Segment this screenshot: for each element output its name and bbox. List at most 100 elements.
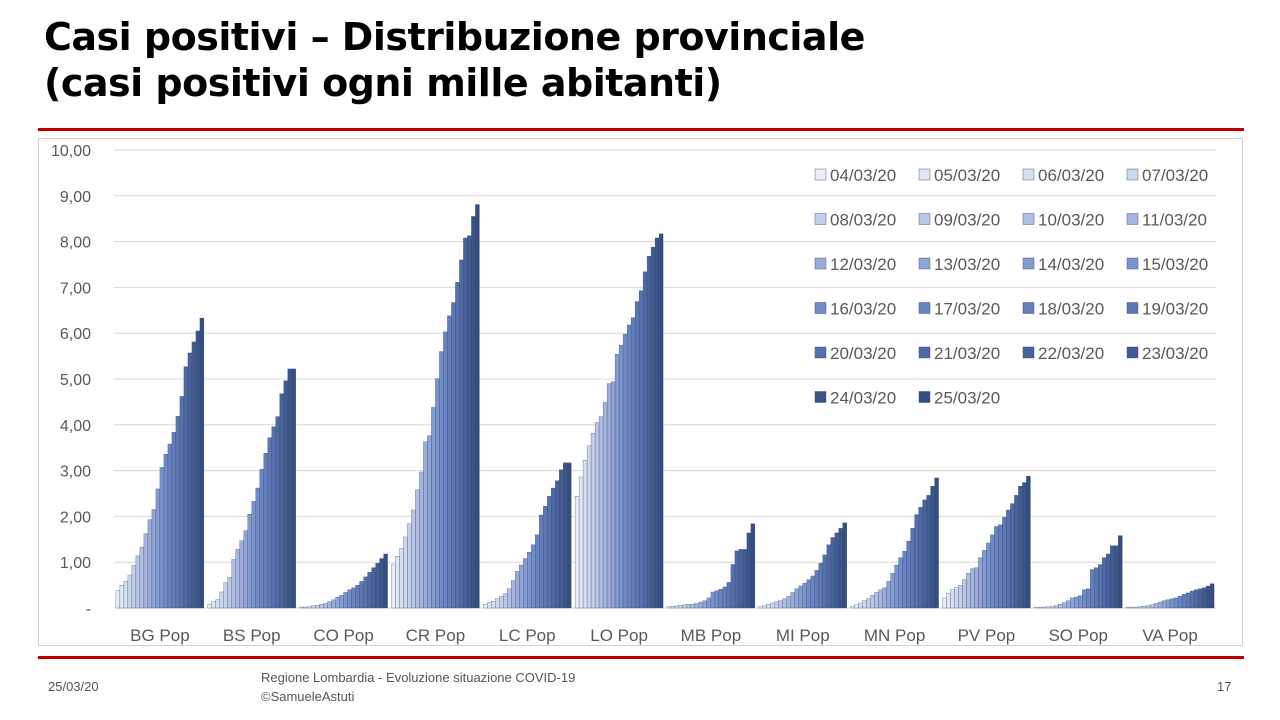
bar (1197, 588, 1203, 609)
bar (215, 599, 220, 609)
x-tick-label: PV Pop (958, 626, 1016, 645)
bar (590, 432, 596, 609)
bar (127, 574, 133, 609)
bar (1042, 606, 1047, 609)
bar (411, 509, 416, 609)
bar (175, 415, 181, 609)
bar (527, 551, 532, 609)
bar (275, 416, 280, 609)
bar (119, 584, 125, 609)
bar (822, 554, 827, 609)
bar (1038, 606, 1043, 609)
legend-swatch (1126, 346, 1139, 359)
bar (419, 471, 424, 609)
bar (718, 589, 724, 609)
legend-swatch (1126, 302, 1139, 314)
gridlines (114, 149, 1216, 609)
bar (658, 233, 664, 609)
bar (894, 564, 899, 609)
bar (830, 537, 835, 609)
legend-swatch (814, 213, 827, 225)
legend-label: 07/03/20 (1142, 166, 1208, 185)
legend-label: 09/03/20 (934, 211, 1000, 230)
bar (794, 588, 799, 609)
legend-label: 14/03/20 (1038, 255, 1104, 274)
y-tick-label: 9,00 (60, 189, 91, 206)
bar (910, 528, 915, 609)
bar (259, 469, 264, 609)
bar (167, 443, 173, 609)
y-tick-label: 5,00 (60, 372, 91, 389)
bar (471, 216, 476, 609)
bar (606, 383, 612, 609)
legend-swatch (1126, 213, 1139, 225)
bar (818, 562, 823, 609)
legend-label: 25/03/20 (934, 389, 1000, 408)
bar (567, 462, 572, 609)
bar (634, 301, 640, 609)
bar (954, 587, 959, 609)
legend-label: 20/03/20 (830, 344, 896, 363)
bar (702, 600, 708, 609)
bar (371, 567, 376, 609)
bar (1094, 567, 1099, 609)
x-tick-label: MB Pop (681, 626, 741, 645)
bar (1082, 589, 1087, 609)
bar (930, 486, 935, 609)
bar (375, 562, 380, 609)
bar (511, 580, 516, 609)
bar (682, 604, 688, 609)
bar (1141, 606, 1147, 609)
bar (1125, 606, 1131, 609)
bar (1137, 606, 1143, 609)
bar (531, 544, 536, 609)
bar (443, 331, 448, 609)
bar (1133, 606, 1139, 609)
legend-swatch (918, 302, 931, 314)
bar (934, 477, 939, 609)
bar (1090, 569, 1095, 609)
bar (750, 523, 756, 609)
bar (610, 381, 616, 609)
bar (670, 606, 676, 609)
bar (814, 570, 819, 609)
legend-swatch (1022, 257, 1035, 270)
legend-label: 11/03/20 (1142, 211, 1207, 230)
bar (1098, 564, 1103, 609)
y-tick-label: 10,00 (51, 143, 91, 160)
bar (842, 522, 847, 609)
bar (790, 592, 795, 609)
y-tick-label: 1,00 (60, 555, 91, 572)
bar (1086, 588, 1091, 609)
legend-label: 13/03/20 (934, 255, 1000, 274)
bar (223, 582, 228, 609)
bar (826, 544, 831, 609)
legend-label: 08/03/20 (830, 211, 896, 230)
bar (858, 602, 863, 609)
bar (515, 571, 520, 609)
legend-swatch (1022, 302, 1035, 314)
bar (878, 589, 883, 609)
bar (890, 573, 895, 609)
legend-label: 22/03/20 (1038, 344, 1104, 363)
legend-label: 04/03/20 (830, 166, 896, 185)
bar (1193, 589, 1199, 609)
bar (311, 605, 316, 609)
legend-swatch (1022, 168, 1035, 181)
bar (547, 496, 552, 609)
bar (1054, 605, 1059, 609)
bar (135, 555, 141, 609)
bar (994, 526, 999, 609)
bar (854, 604, 859, 609)
legend-label: 06/03/20 (1038, 166, 1104, 185)
x-tick-labels: BG Pop BS Pop CO Pop CR Pop LC Pop LO Pop MB P… (130, 626, 1198, 645)
bar (706, 597, 712, 609)
bar (1153, 603, 1159, 609)
bar (626, 324, 632, 609)
bar (235, 549, 240, 609)
title-line-1: Casi positivi – Distribuzione provincial… (44, 15, 865, 59)
bar (503, 593, 508, 609)
bar (487, 602, 492, 609)
bar (1026, 475, 1031, 609)
